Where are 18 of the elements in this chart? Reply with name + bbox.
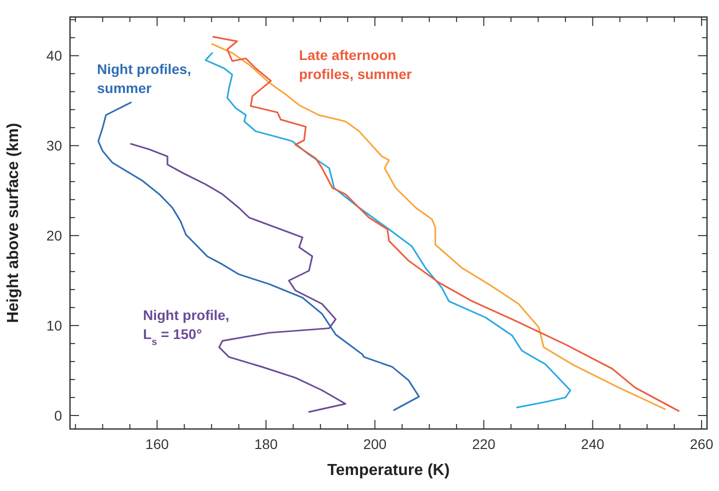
x-tick-label: 260 <box>690 436 714 452</box>
y-tick-label: 20 <box>46 227 62 244</box>
x-tick-label: 180 <box>254 436 278 452</box>
x-tick-label: 220 <box>472 436 496 452</box>
x-tick-label: 160 <box>145 436 170 452</box>
y-tick-label: 40 <box>46 48 62 64</box>
line-series <box>130 143 346 413</box>
y-tick-label: 30 <box>46 138 62 154</box>
line-series <box>98 102 420 411</box>
y-tick-label: 0 <box>54 407 62 424</box>
x-tick-label: 240 <box>580 436 605 452</box>
series-label: Night profiles, summer <box>97 61 192 96</box>
text: Late afternoon profiles, summer <box>299 47 412 82</box>
x-tick-label: 200 <box>363 436 387 452</box>
y-tick-label: 10 <box>46 317 62 334</box>
series-label: Night profile, L$_{s}$ = 150° <box>143 307 230 348</box>
x-axis-title: Temperature (K) <box>327 462 450 479</box>
y-axis-title: Height above surface (km) <box>5 122 22 324</box>
